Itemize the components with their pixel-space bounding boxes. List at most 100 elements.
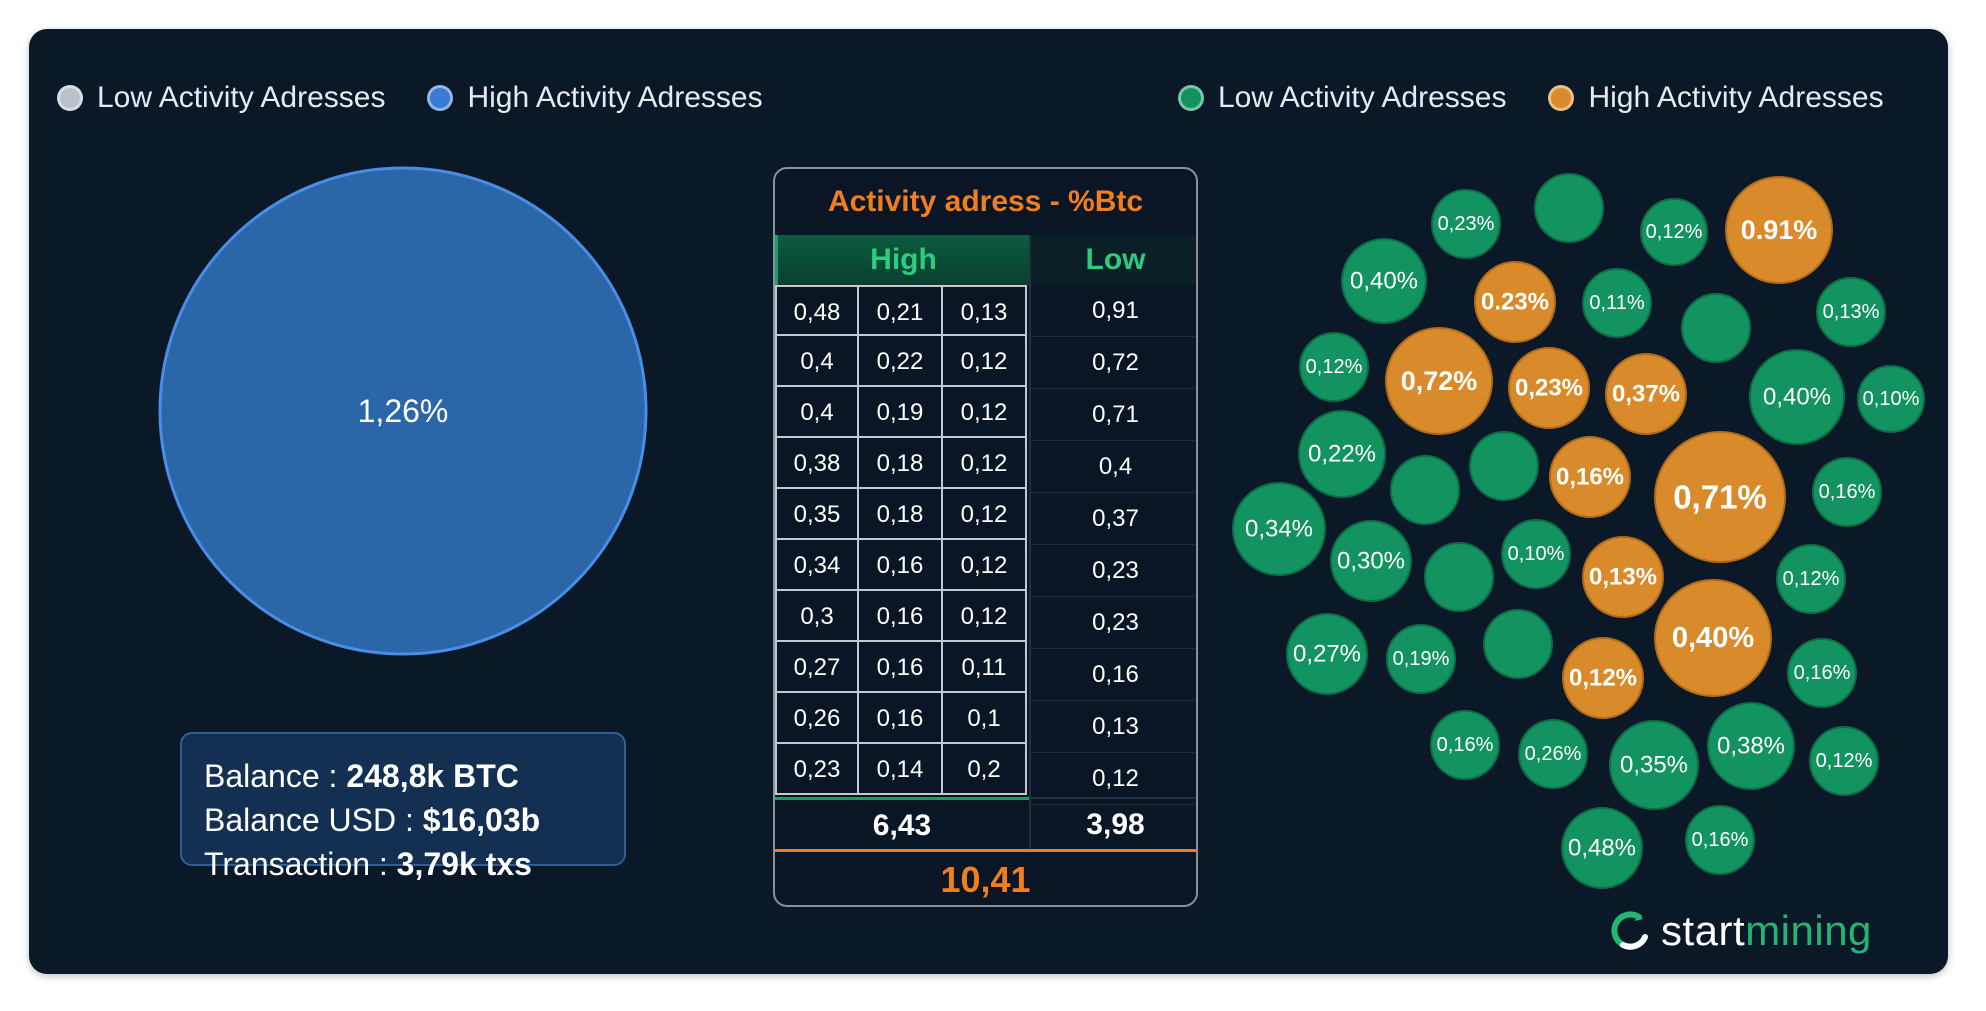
bubble-label: 0,16% [1819,481,1876,503]
bubble [1330,520,1412,602]
high-value-cell: 0,16 [859,642,943,693]
bubble-label: 0,16% [1556,464,1624,491]
low-value-cell: 0,72 [1031,337,1196,389]
bubble-legend: Low Activity Adresses High Activity Adres… [1178,81,1884,115]
bubble-label: 0,16% [1437,734,1494,756]
table-title: Activity adress - %Btc [827,185,1144,218]
bubble-legend-label: Low Activity Adresses [1218,81,1507,114]
bubble [1299,332,1369,402]
bubble-label: 0,16% [1794,662,1851,684]
low-value-cell: 0,12 [1031,753,1196,805]
bubble-legend-item: High Activity Adresses [1548,81,1884,115]
total-divider [775,849,1196,852]
table-row: 0,4 0,19 0,12 [775,387,1029,438]
high-value-cell: 0,1 [943,693,1027,744]
bubble [1776,544,1846,614]
bubble [1816,277,1886,347]
low-value-cell: 0,37 [1031,493,1196,545]
bubble [1787,638,1857,708]
balance-usd-line: Balance USD : $16,03b [204,802,541,838]
bubble-legend-swatch [1548,85,1575,111]
pie-legend-item: Low Activity Adresses [57,81,385,115]
balance-line: Balance : 248,8k BTC [204,758,519,794]
startmining-logo: startmining [1609,907,1872,955]
bubble [1640,198,1708,266]
bubble [1725,176,1833,284]
high-value-cell: 0,34 [775,540,859,591]
balance-value: 248,8k BTC [346,758,519,794]
bubble [1508,347,1590,429]
low-value-cell: 0,23 [1031,545,1196,597]
pie-legend-swatch [57,85,83,111]
bubble [1474,261,1556,343]
high-value-cell: 0,12 [943,540,1027,591]
pie-legend: Low Activity Adresses High Activity Adres… [57,81,763,115]
transaction-line: Transaction : 3,79k txs [204,846,532,882]
bubble-label: 0.23% [1481,289,1549,316]
low-value-cell: 0,23 [1031,597,1196,649]
bubble [1809,726,1879,796]
high-value-cell: 0,19 [859,387,943,438]
pie-slice-label: 1,26% [358,393,449,429]
bubble-label: 0,22% [1308,441,1376,468]
bubble-label: 0,35% [1620,752,1688,779]
low-values-column: 0,91 0,72 0,71 0,4 0,37 0,23 0,23 0,16 0,13 0,12 [1031,285,1196,805]
bubble-legend-swatch [1178,85,1204,111]
bubble-legend-label: High Activity Adresses [1588,81,1884,114]
high-value-cell: 0,27 [775,642,859,693]
low-value-cell: 0,91 [1031,285,1196,337]
high-total: 6,43 [775,797,1029,849]
bubble [1582,268,1652,338]
balance-info-box: Balance : 248,8k BTC Balance USD : $16,0… [180,732,626,882]
table-row: 0,3 0,16 0,12 [775,591,1029,642]
high-value-cell: 0,12 [943,336,1027,387]
bubble [1561,807,1643,889]
table-row: 0,35 0,18 0,12 [775,489,1029,540]
bubble [1385,327,1493,435]
grand-total: 10,41 [940,859,1031,900]
high-value-cell: 0,23 [775,744,859,795]
bubble-label: 0,12% [1646,221,1703,243]
bubble [1707,702,1795,790]
table-row: 0,26 0,16 0,1 [775,693,1029,744]
high-value-cell: 0,4 [775,387,859,438]
high-values-grid: 0,48 0,21 0,13 0,4 0,22 0,12 0,4 0,19 0,12 0,38 0,… [775,285,1029,795]
bubble [1654,579,1772,697]
high-value-cell: 0,16 [859,693,943,744]
bubble [1286,613,1368,695]
bubble [1549,436,1631,518]
high-value-cell: 0,48 [775,285,859,336]
table-row: 0,27 0,16 0,11 [775,642,1029,693]
bubble-label: 0,27% [1293,641,1361,668]
bubble [1483,609,1553,679]
low-value-cell: 0,71 [1031,389,1196,441]
pie-legend-label: Low Activity Adresses [97,81,386,114]
bubble [1562,637,1644,719]
high-value-cell: 0,2 [943,744,1027,795]
balance-usd-value: $16,03b [422,802,541,838]
high-value-cell: 0,12 [943,387,1027,438]
high-value-cell: 0,11 [943,642,1027,693]
bubble [1298,410,1386,498]
high-value-cell: 0,35 [775,489,859,540]
pie-legend-item: High Activity Adresses [427,81,763,115]
bubble [1390,455,1460,525]
bubble [1609,720,1699,810]
table-row: 0,34 0,16 0,12 [775,540,1029,591]
low-value-cell: 0,13 [1031,701,1196,753]
high-value-cell: 0,3 [775,591,859,642]
table-row: 0,38 0,18 0,12 [775,438,1029,489]
bubble-label: 0,48% [1568,835,1636,862]
bubble [1501,519,1571,589]
bubble-label: 0,40% [1350,268,1418,295]
bubble [1685,805,1755,875]
low-value-cell: 0,4 [1031,441,1196,493]
bubble [1605,353,1687,435]
bubble [1857,365,1925,433]
bubble-legend-item: Low Activity Adresses [1178,81,1506,115]
bubble-label: 0,10% [1863,388,1920,410]
infographic-card: Low Activity Adresses High Activity Adres… [29,29,1948,974]
bubble-label: 0,71% [1673,479,1767,516]
bubble-label: 0,12% [1306,356,1363,378]
high-value-cell: 0,13 [943,285,1027,336]
